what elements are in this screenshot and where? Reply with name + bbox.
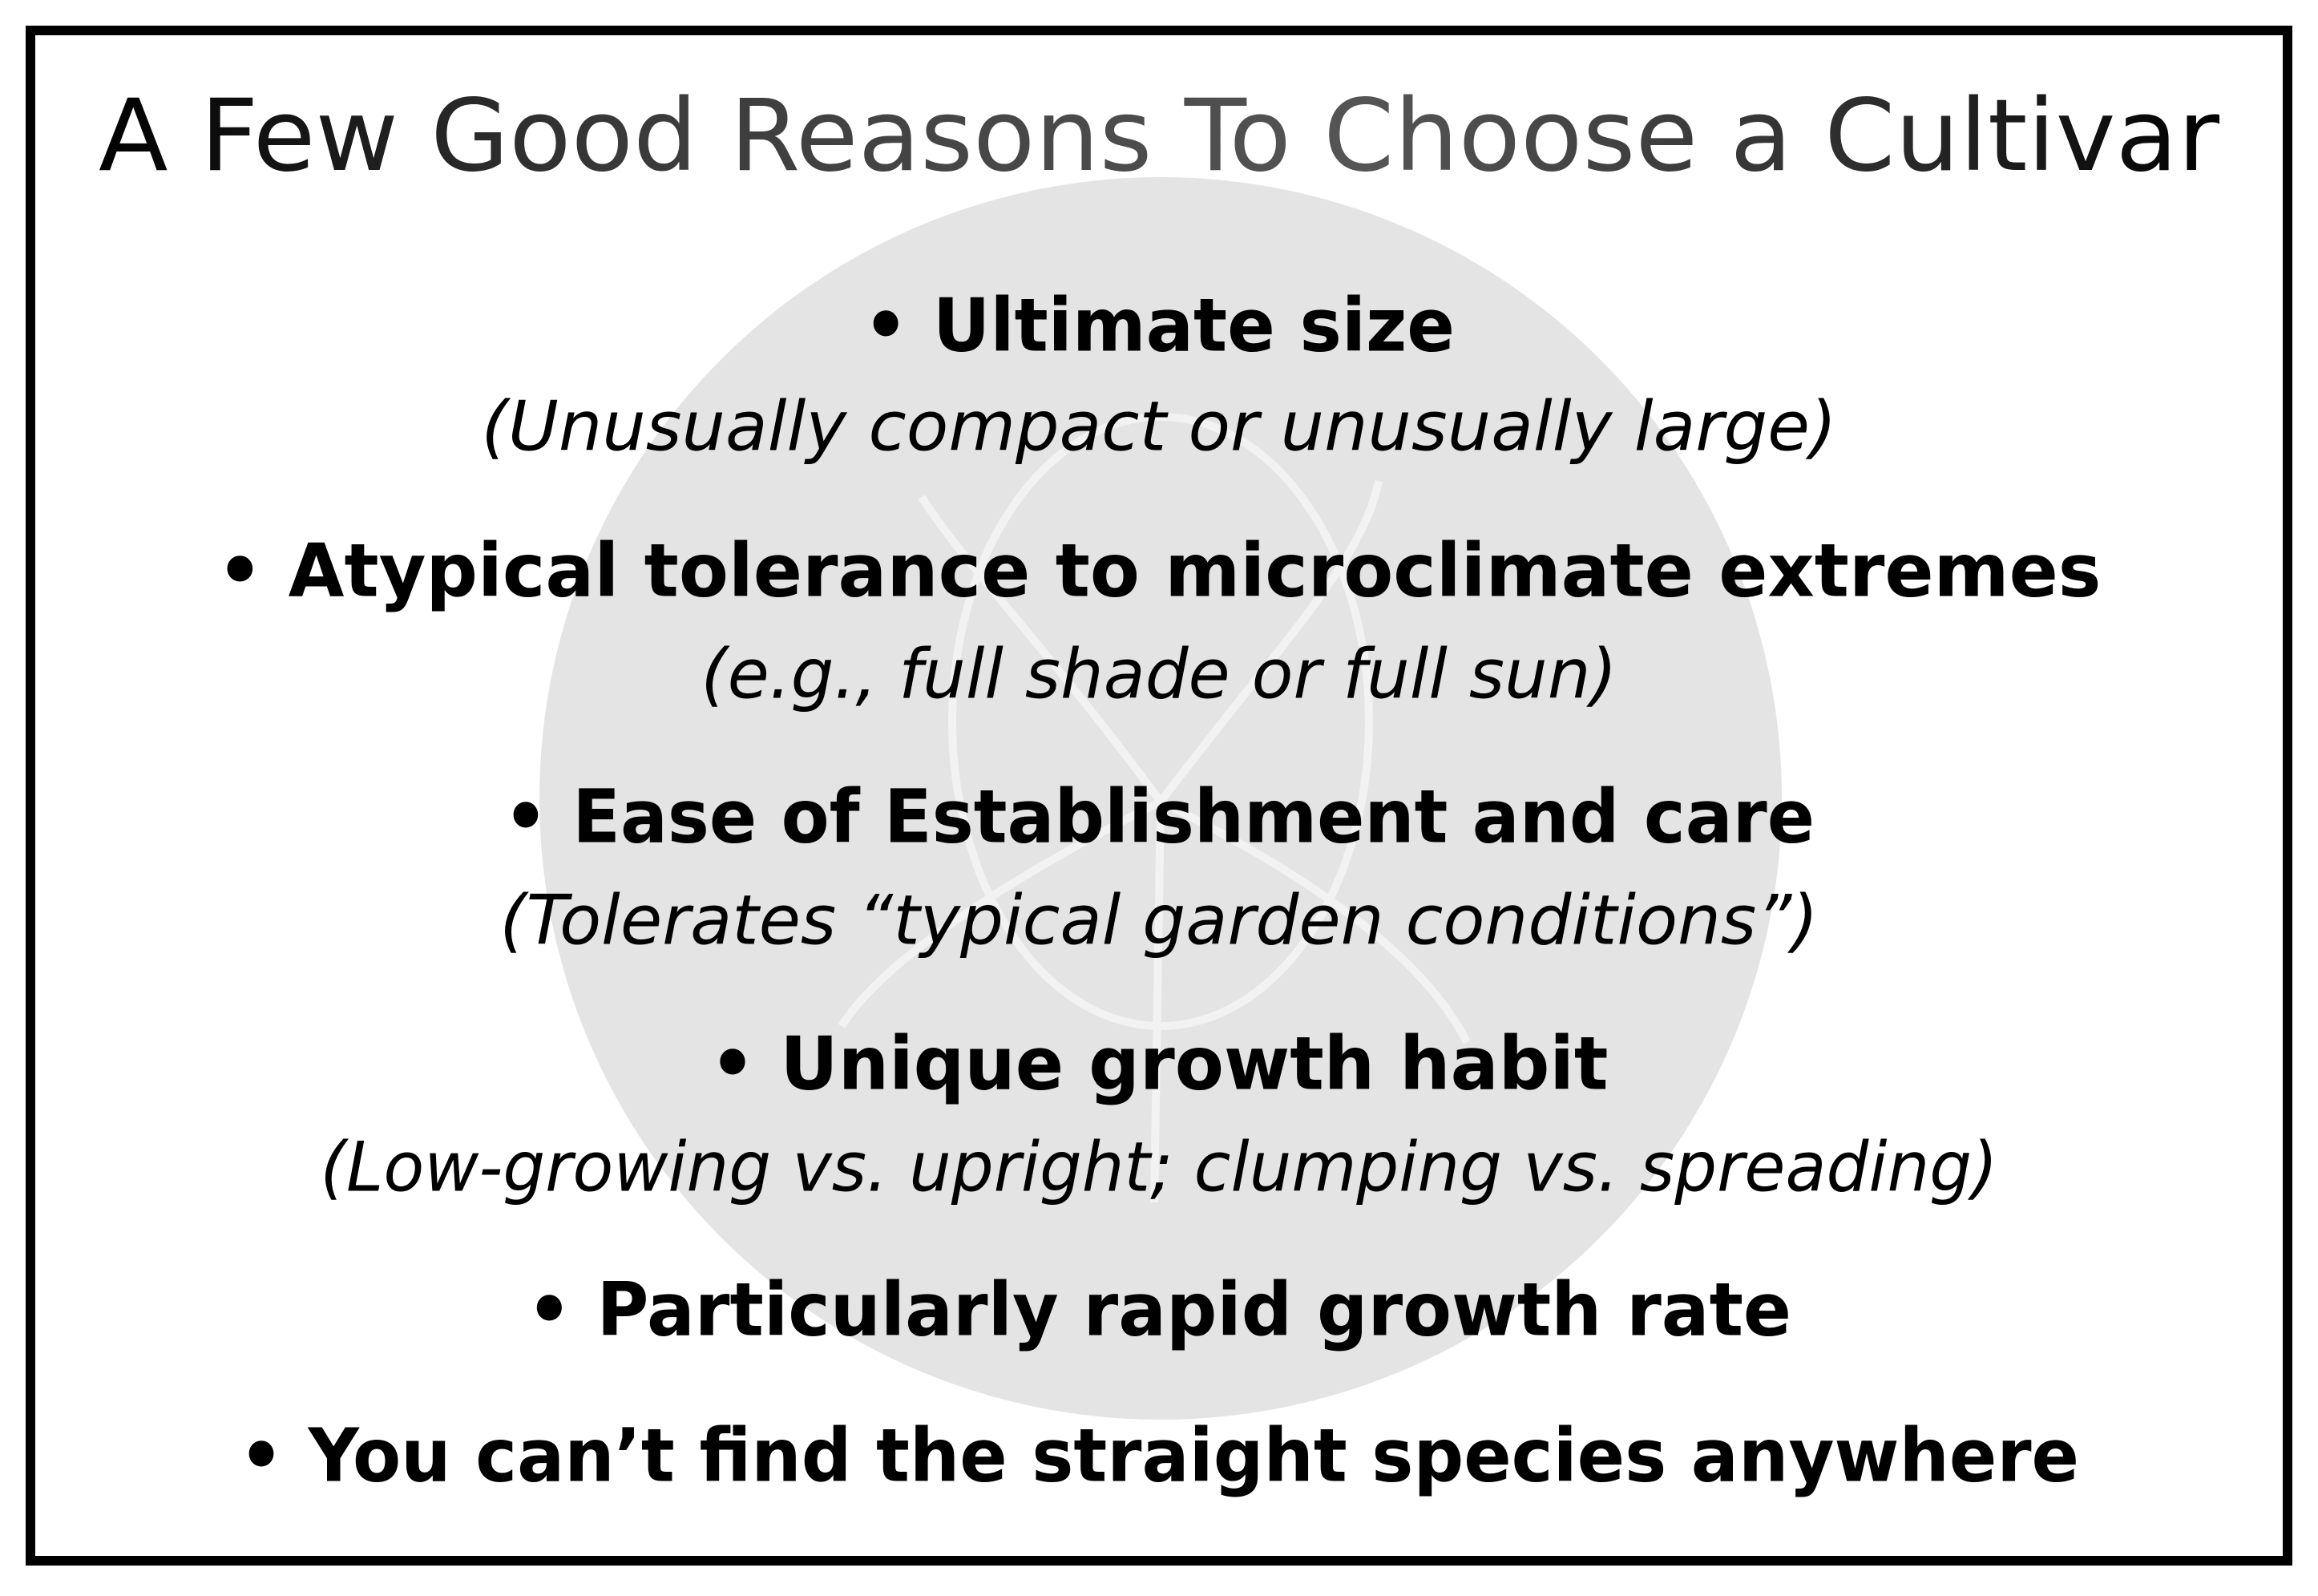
item-heading: • Particularly rapid growth rate [527, 1267, 1791, 1352]
item-heading: • Ease of Establishment and care [503, 774, 1815, 859]
item-detail: (e.g., full shade or full sun) [701, 634, 1617, 714]
title: A Few Good Reasons To Choose a Cultivar [99, 79, 2219, 194]
item-heading: • You can’t find the straight species an… [239, 1412, 2079, 1498]
border [26, 26, 2292, 1566]
item-detail: (Low-growing vs. upright; clumping vs. s… [321, 1127, 1998, 1207]
item-detail: (Tolerates “typical garden conditions”) [500, 880, 1819, 960]
watermark-flower [838, 413, 1471, 1203]
item-heading: • Unique growth habit [710, 1020, 1609, 1106]
item-detail: (Unusually compact or unusually large) [482, 386, 1837, 467]
item-heading: • Atypical tolerance to microclimate ext… [217, 527, 2102, 613]
item-heading: • Ultimate size [863, 282, 1455, 368]
